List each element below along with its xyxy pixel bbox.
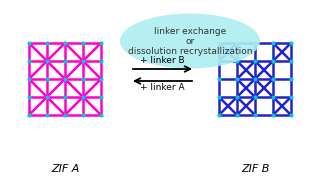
Ellipse shape	[120, 13, 260, 68]
Text: linker exchange: linker exchange	[154, 26, 226, 36]
Text: + linker A: + linker A	[140, 83, 184, 92]
Text: dissolution recrystallization: dissolution recrystallization	[128, 46, 252, 56]
Text: or: or	[185, 36, 195, 46]
Text: ZIF B: ZIF B	[241, 164, 269, 174]
Text: ZIF A: ZIF A	[51, 164, 79, 174]
Text: + linker B: + linker B	[140, 56, 184, 65]
